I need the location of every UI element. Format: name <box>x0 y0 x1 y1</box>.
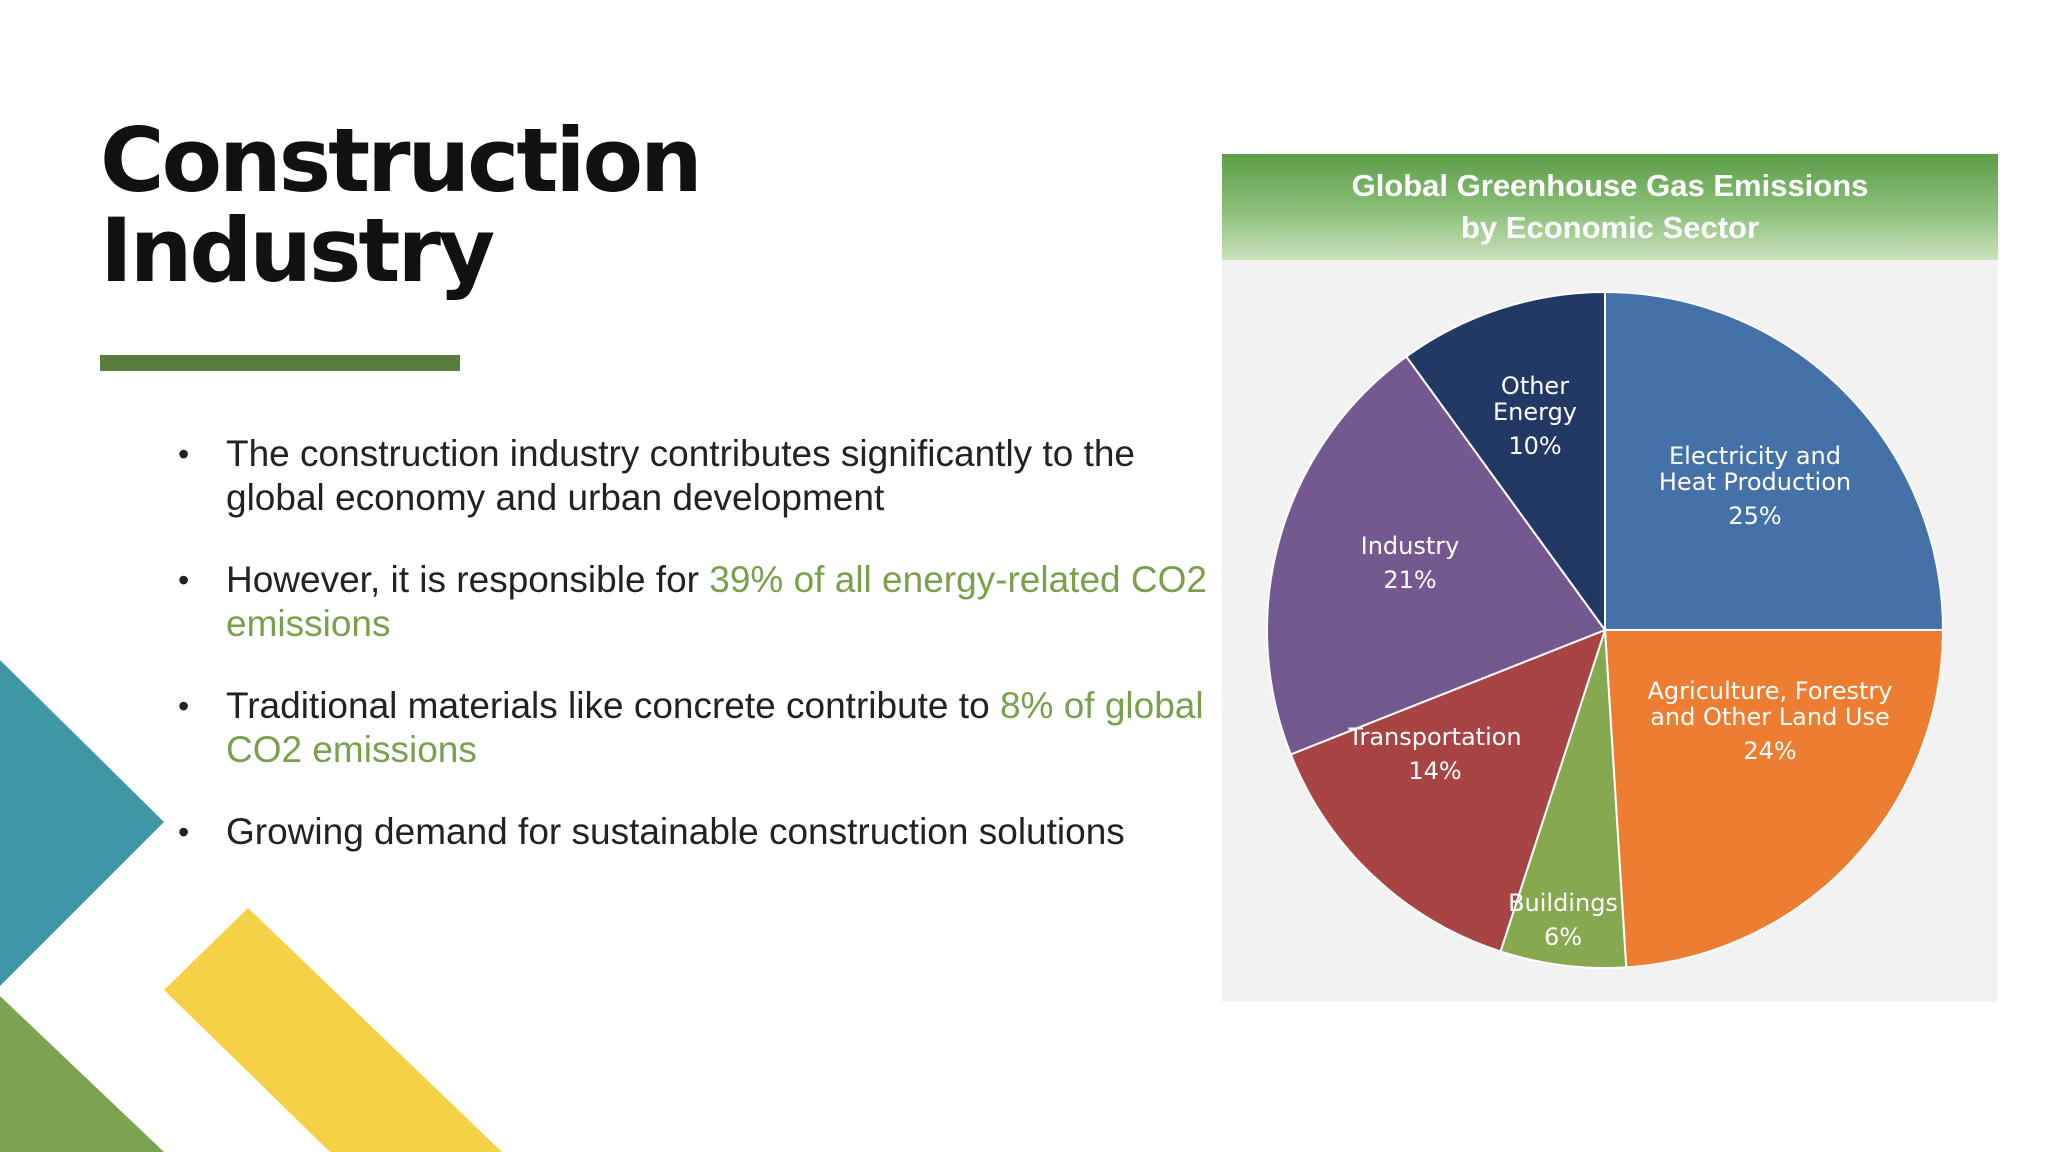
slide-title: Construction Industry <box>100 109 703 302</box>
bullet-item: The construction industry contributes si… <box>178 432 1208 520</box>
chart-subtitle: by Economic Sector <box>1460 210 1760 245</box>
pie-slice <box>1603 629 1945 969</box>
pie-slice-label: Industry 21% <box>1361 532 1460 594</box>
slide-title-line-2: Industry <box>100 199 495 302</box>
bullet-text: Traditional materials like concrete cont… <box>226 685 1000 726</box>
bullet-highlight: 8% of global CO2 emissions <box>226 685 1204 770</box>
pie-slice-label: Other Energy 10% <box>1493 372 1577 460</box>
pie-slice-label: Transportation 14% <box>1347 723 1521 785</box>
bullet-list: The construction industry contributes si… <box>178 432 1208 892</box>
pie-slice <box>1604 290 1945 631</box>
chart-title: Global Greenhouse Gas Emissions <box>1351 168 1869 203</box>
pie-chart: Electricity and Heat Production 25% Agricul… <box>1266 290 1945 969</box>
title-accent-bar <box>100 355 460 371</box>
chart-header: Global Greenhouse Gas Emissions by Econo… <box>1222 154 1998 260</box>
bullet-text: However, it is responsible for <box>226 559 710 600</box>
bullet-item: Traditional materials like concrete cont… <box>178 684 1208 772</box>
pie-chart-panel: Global Greenhouse Gas Emissions by Econo… <box>1222 154 1998 1002</box>
bullet-highlight: 39% of all energy-related CO2 emissions <box>226 559 1207 644</box>
slide-title-line-1: Construction <box>100 109 703 212</box>
pie-slice-label: Buildings 6% <box>1508 889 1618 951</box>
pie-slice <box>1404 290 1606 634</box>
pie-slice-label: Agriculture, Forestry and Other Land Use 2… <box>1648 677 1893 765</box>
pie-slice-label: Electricity and Heat Production 25% <box>1659 442 1851 530</box>
bullet-text: The construction industry contributes si… <box>226 433 1136 518</box>
yellow-stripe-shape <box>164 908 502 1152</box>
teal-triangle-shape <box>0 660 164 986</box>
bullet-text: Growing demand for sustainable construct… <box>226 811 1125 852</box>
pie-slice <box>1266 355 1607 756</box>
bullet-item: Growing demand for sustainable construct… <box>178 810 1208 854</box>
bullet-item: However, it is responsible for 39% of al… <box>178 558 1208 646</box>
pie-slice <box>1499 629 1628 969</box>
pie-slice <box>1289 628 1607 953</box>
green-triangle-shape <box>0 996 164 1152</box>
